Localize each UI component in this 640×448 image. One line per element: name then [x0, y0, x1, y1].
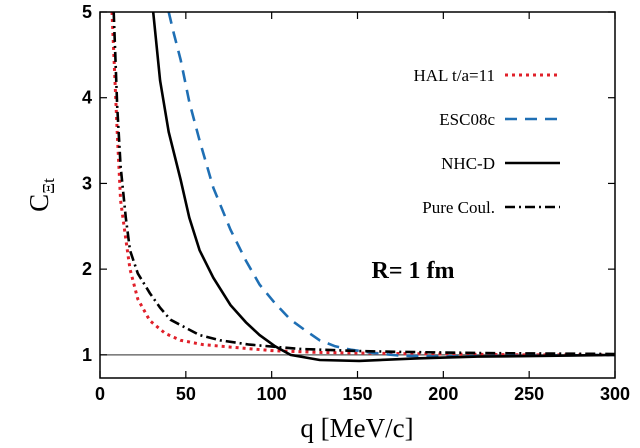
- y-tick-label: 3: [82, 173, 92, 193]
- legend-label: Pure Coul.: [422, 198, 495, 217]
- y-tick-label: 2: [82, 259, 92, 279]
- series-line: [110, 12, 615, 357]
- x-tick-label: 300: [600, 384, 630, 404]
- y-axis-label-sub: Ξt: [39, 178, 58, 194]
- legend-label: HAL t/a=11: [413, 66, 495, 85]
- y-tick-label: 4: [82, 88, 92, 108]
- series-line: [112, 12, 615, 356]
- annotation: R= 1 fm: [372, 258, 455, 284]
- legend-label: ESC08c: [439, 110, 495, 129]
- y-axis-label-main: C: [24, 194, 54, 212]
- x-tick-label: 50: [176, 384, 196, 404]
- y-tick-label: 1: [82, 345, 92, 365]
- x-axis-label: q [MeV/c]: [300, 413, 413, 443]
- series-line: [151, 12, 615, 363]
- y-tick-label: 5: [82, 2, 92, 22]
- plot-area: [100, 12, 615, 363]
- x-tick-label: 150: [342, 384, 372, 404]
- series-line: [167, 12, 615, 358]
- x-tick-label: 0: [95, 384, 105, 404]
- legend-label: NHC-D: [441, 154, 495, 173]
- y-axis-label: CΞt: [24, 178, 58, 212]
- x-tick-label: 200: [428, 384, 458, 404]
- x-tick-label: 250: [514, 384, 544, 404]
- x-tick-label: 100: [257, 384, 287, 404]
